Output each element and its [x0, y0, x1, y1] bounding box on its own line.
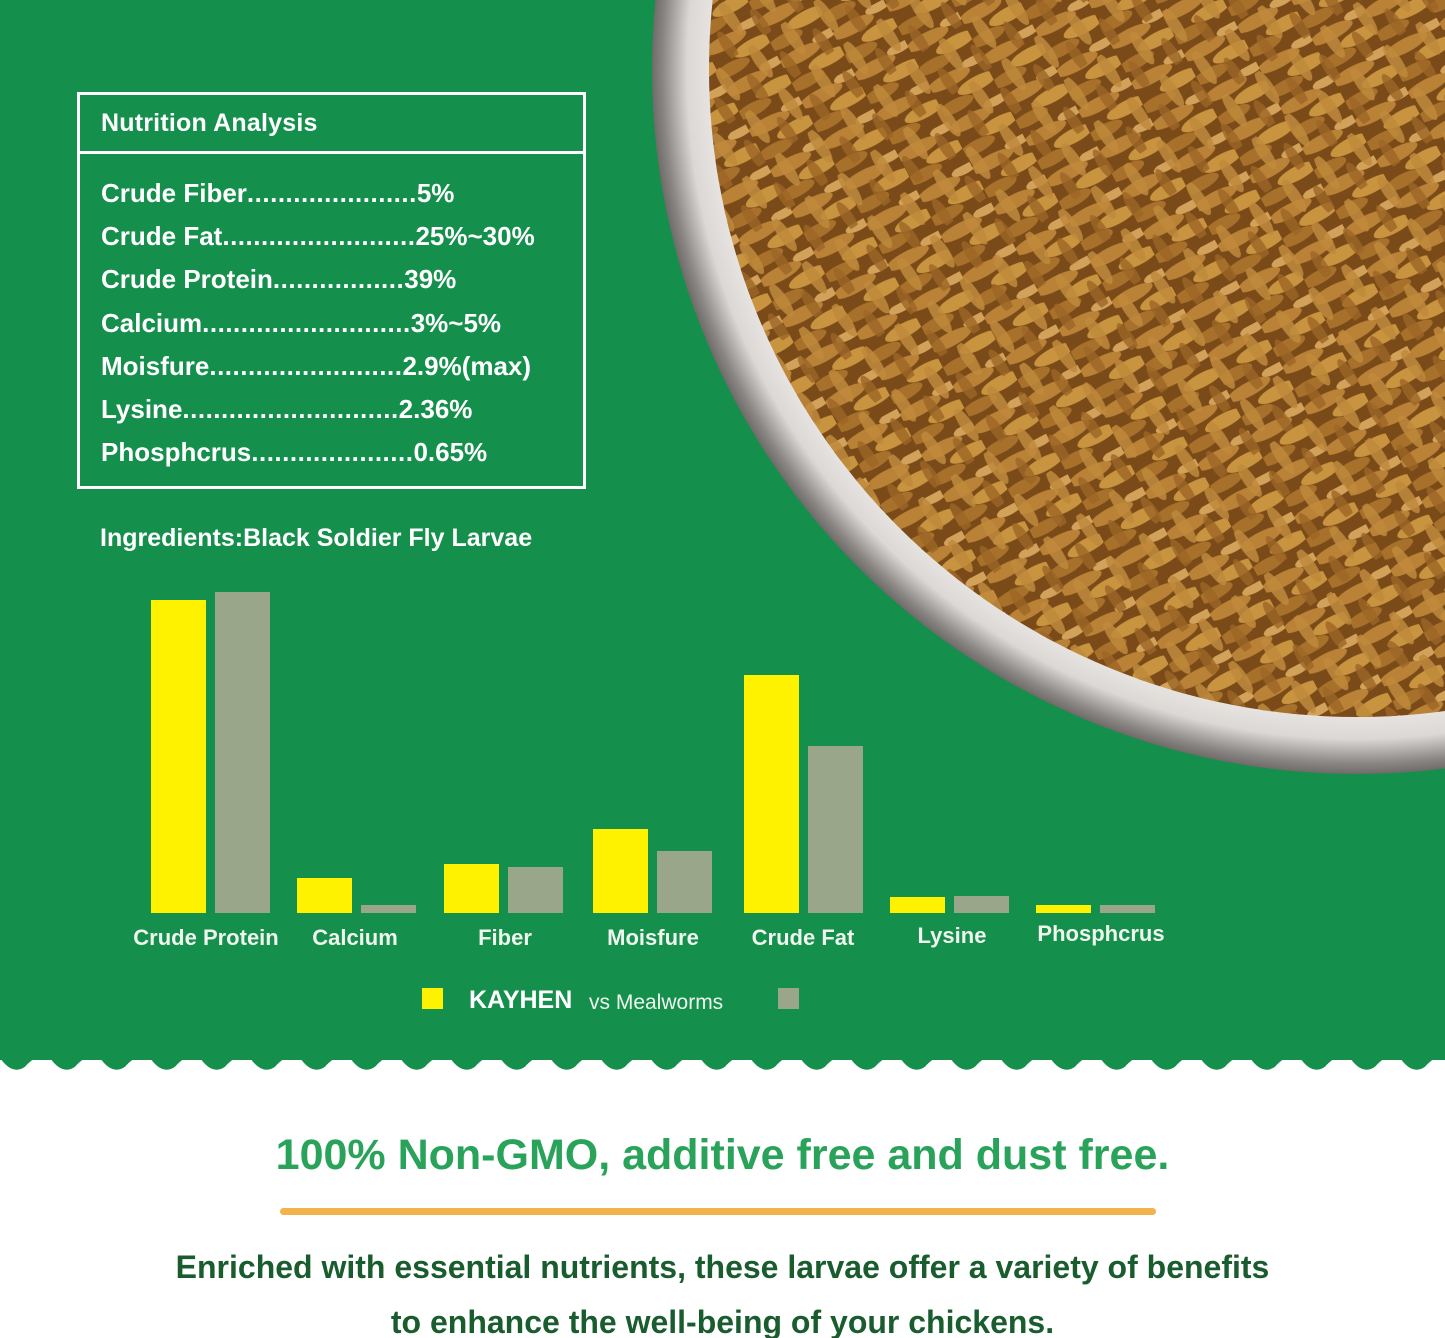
bar-kayhen-fiber [444, 864, 499, 913]
bar-kayhen-phosphcrus [1036, 905, 1091, 913]
legend-vs-mealworms: vs Mealworms [589, 991, 724, 1014]
nutrition-row-moisture: Moisfure......................... 2.9%(ma… [101, 345, 583, 388]
benefits-paragraph: Enriched with essential nutrients, these… [0, 1240, 1445, 1338]
green-panel: Nutrition Analysis Crude Fiber..........… [0, 0, 1445, 1060]
x-axis-label: Fiber [478, 925, 532, 950]
nutrient-value: 3%~5% [410, 307, 502, 338]
comparison-bar-chart: Crude Protein Calcium Fiber Moisfure Crude F… [133, 592, 1165, 950]
legend-swatch-kayhen [422, 988, 443, 1009]
bar-mealworms-moisfure [657, 851, 712, 913]
bar-mealworms-crude-protein [215, 592, 270, 913]
x-axis-label: Crude Protein [133, 925, 279, 950]
x-axis-label: Moisfure [607, 925, 699, 950]
x-axis-label: Calcium [312, 925, 398, 950]
bar-mealworms-crude-fat [808, 746, 863, 913]
nutrition-row-crude-fat: Crude Fat......................... 25%~30… [101, 215, 583, 258]
orange-divider [280, 1208, 1156, 1215]
nutrition-row-phosphorus: Phosphcrus..................... 0.65% [101, 431, 583, 474]
benefits-line-2: to enhance the well-being of your chicke… [390, 1304, 1055, 1338]
nutrient-label: Crude Fat [101, 221, 223, 252]
bar-kayhen-crude-protein [151, 600, 206, 913]
nutrient-label: Moisfure [101, 350, 210, 381]
bar-kayhen-calcium [297, 878, 352, 913]
bar-kayhen-crude-fat [744, 675, 799, 913]
leader-dots: ..................... [251, 437, 414, 468]
nutrient-label: Lysine [101, 394, 183, 425]
leader-dots: ........................... [202, 307, 411, 338]
nutrition-analysis-title: Nutrition Analysis [80, 95, 583, 154]
ingredients-label: Ingredients:Black Soldier Fly Larvae [100, 524, 533, 552]
bar-mealworms-phosphcrus [1100, 905, 1155, 913]
legend-brand-kayhen: KAYHEN [469, 986, 573, 1014]
leader-dots: ................. [272, 264, 405, 295]
x-axis-label: Lysine [917, 923, 987, 948]
nutrient-label: Phosphcrus [101, 437, 252, 468]
nutrient-value: 39% [404, 264, 457, 295]
leader-dots: ...................... [246, 178, 417, 209]
nutrition-row-lysine: Lysine............................ 2.36% [101, 388, 583, 431]
nutrient-value: 5% [416, 178, 455, 209]
legend-swatch-mealworms [778, 988, 799, 1009]
bar-kayhen-lysine [890, 897, 945, 913]
leader-dots: ......................... [209, 350, 403, 381]
nutrient-label: Crude Fiber [101, 178, 247, 209]
bar-mealworms-fiber [508, 867, 563, 913]
nutrient-value: 25%~30% [415, 221, 535, 252]
nutrition-row-crude-fiber: Crude Fiber...................... 5% [101, 172, 583, 215]
leader-dots: ......................... [222, 221, 416, 252]
scalloped-wave-divider [0, 1052, 1445, 1070]
nutrition-analysis-box: Nutrition Analysis Crude Fiber..........… [77, 92, 586, 489]
benefits-line-1: Enriched with essential nutrients, these… [175, 1249, 1270, 1285]
nutrient-label: Crude Protein [101, 264, 273, 295]
x-axis-label: Crude Fat [751, 925, 855, 950]
bar-mealworms-calcium [361, 905, 416, 913]
nutrient-value: 2.36% [398, 394, 473, 425]
nutrient-value: 0.65% [413, 437, 488, 468]
larvae-bowl-photo [652, 0, 1445, 774]
leader-dots: ............................ [182, 394, 399, 425]
headline-non-gmo: 100% Non-GMO, additive free and dust fre… [275, 1131, 1170, 1179]
x-axis-label: Phosphcrus [1037, 921, 1165, 946]
nutrition-row-crude-protein: Crude Protein................. 39% [101, 258, 583, 301]
nutrition-rows: Crude Fiber...................... 5% Crud… [80, 154, 583, 474]
nutrient-value: 2.9%(max) [402, 350, 532, 381]
bar-mealworms-lysine [954, 896, 1009, 913]
bar-kayhen-moisfure [593, 829, 648, 913]
nutrition-row-calcium: Calcium........................... 3%~5% [101, 302, 583, 345]
nutrient-label: Calcium [101, 307, 203, 338]
